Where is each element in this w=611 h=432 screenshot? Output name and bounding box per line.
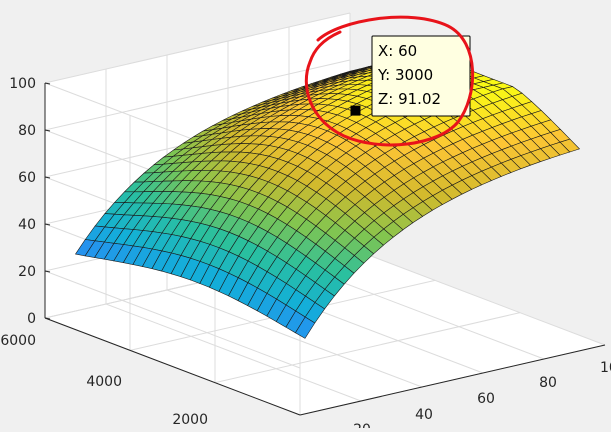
surface-patch [294,316,316,339]
z-tick-label: 0 [27,311,36,327]
data-tip[interactable]: X: 60 Y: 3000 Z: 91.02 [350,35,471,117]
x-gridline [166,289,423,388]
data-tip-box [371,35,471,117]
y-tick-label: 2000 [172,412,208,428]
annotation-ellipse [304,15,474,147]
x-axis-line [299,344,606,416]
x-tick-label: 20 [353,422,371,428]
x-tick-label: 60 [477,391,495,407]
x-tick-label: 100 [600,360,611,376]
tick-labels: 0 20 40 60 80 100 6000 4000 2000 20 40 6… [0,76,611,432]
z-tick-mark [44,82,51,85]
z-tick-mark [44,223,51,226]
z-gridline [44,12,351,84]
data-tip-x: X: 60 [378,42,417,60]
z-gridline [44,270,301,369]
data-tip-marker[interactable] [350,105,361,116]
z-tick-label: 60 [18,170,36,186]
surface-mesh[interactable] [74,54,581,339]
y-tick-label: 4000 [86,374,122,390]
z-tick-mark [44,270,51,273]
z-tick-label: 80 [18,123,36,139]
y-axis-line [44,317,301,416]
y-gridline [214,312,521,384]
data-tip-y: Y: 3000 [377,66,433,84]
z-gridline [44,59,351,131]
y-tick-label: 6000 [0,333,36,349]
x-tick-label: 40 [415,407,433,423]
x-tick-label: 80 [539,375,557,391]
x-gridline [105,303,362,402]
z-tick-label: 40 [18,217,36,233]
z-tick-label: 20 [18,264,36,280]
z-tick-mark [44,176,51,179]
x-gridline [349,247,606,346]
data-tip-z: Z: 91.02 [378,90,441,108]
z-tick-label: 100 [9,76,36,92]
z-tick-mark [44,129,51,132]
z-tick-mark [44,317,51,320]
